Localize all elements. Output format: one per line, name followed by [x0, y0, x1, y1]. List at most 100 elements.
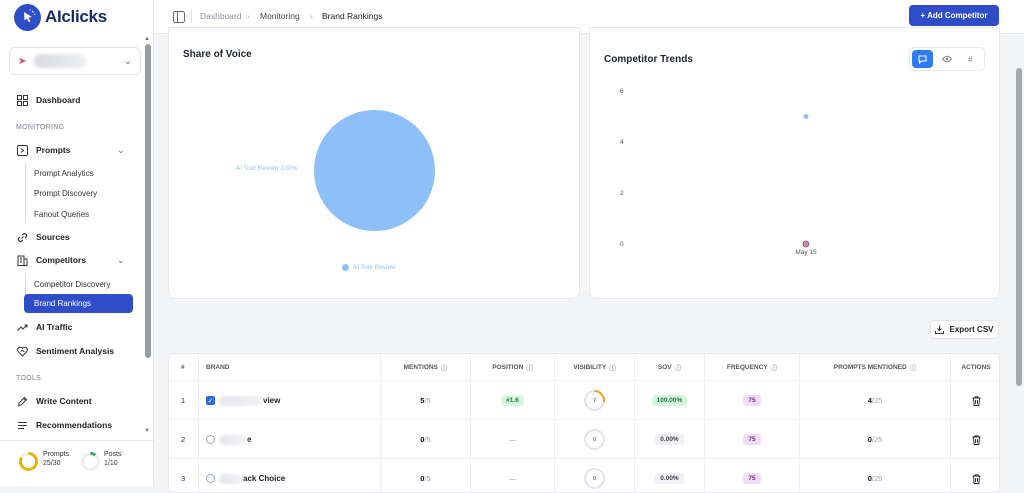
chat-icon[interactable] [912, 50, 933, 68]
brand-cell[interactable]: ack Choice [199, 459, 381, 492]
col-header-brand[interactable]: BRAND [199, 354, 381, 380]
data-point[interactable] [803, 114, 809, 119]
sidebar-scrollbar-thumb[interactable] [145, 44, 151, 358]
sidebar-item-ai-traffic[interactable]: AI Traffic [16, 318, 72, 336]
divider [191, 9, 192, 23]
prompts-mentioned-value: 0 [867, 474, 872, 483]
brand-name-redacted [219, 395, 263, 406]
col-header-label: POSITION [492, 363, 524, 371]
grid-icon [16, 94, 28, 106]
sidebar-item-prompts[interactable]: Prompts [16, 141, 70, 159]
scroll-up-icon[interactable]: ▲ [144, 36, 150, 42]
mentions-value: 0 [420, 474, 425, 483]
mentions-total: /5 [424, 435, 431, 444]
sidebar-item-prompt-discovery[interactable]: Prompt Discovery [34, 189, 98, 198]
view-toggle-group [909, 47, 985, 71]
brand-name: e [247, 435, 252, 444]
trash-icon[interactable] [972, 473, 981, 484]
chevron-down-icon[interactable]: ⌄ [117, 255, 125, 265]
mentions-value: 0 [420, 435, 425, 444]
checkbox-icon[interactable]: ✓ [206, 396, 215, 405]
breadcrumb-monitoring[interactable]: Monitoring [260, 11, 300, 21]
brand-cell[interactable]: e [199, 420, 381, 459]
favicon-icon [206, 435, 215, 444]
sidebar-item-label: Sentiment Analysis [36, 346, 115, 356]
scroll-down-icon[interactable]: ▼ [144, 428, 150, 434]
visibility-ring: 0 [584, 468, 605, 489]
eye-icon[interactable] [936, 50, 957, 68]
prompt-icon [16, 144, 28, 156]
sidebar-item-fanout-queries[interactable]: Fanout Queries [34, 210, 90, 219]
rocket-icon: ➤ [18, 55, 27, 67]
sidebar-toggle-icon[interactable] [173, 10, 185, 28]
visibility-ring: 0 [584, 429, 605, 450]
export-csv-button[interactable]: Export CSV [930, 320, 999, 339]
chevron-down-icon[interactable]: ⌄ [117, 145, 125, 155]
position-cell: — [471, 420, 555, 459]
sidebar-item-sentiment-analysis[interactable]: Sentiment Analysis [16, 342, 114, 360]
list-icon [16, 419, 28, 431]
hash-icon[interactable]: # [968, 54, 973, 64]
sidebar-item-competitor-discovery[interactable]: Competitor Discovery [34, 280, 111, 289]
sov-cell: 100.00% [635, 381, 705, 420]
share-of-voice-title: Share of Voice [183, 49, 252, 60]
col-header-actions: ACTIONS [961, 363, 991, 371]
info-icon: ⓘ [909, 365, 917, 372]
sidebar-item-dashboard[interactable]: Dashboard [16, 91, 80, 109]
col-header-rank: # [169, 354, 199, 380]
competitor-trends-card: Competitor Trends # 6 4 2 0 May 15 [589, 27, 1000, 299]
sidebar-item-prompt-analytics[interactable]: Prompt Analytics [34, 169, 94, 178]
col-header-label: SOV [657, 363, 672, 371]
logo[interactable]: AIclicks [14, 3, 107, 31]
prompts-usage: Prompts 25/30 [43, 450, 69, 468]
actions-cell [951, 420, 999, 459]
actions-cell [951, 459, 999, 492]
cursor-icon [14, 3, 41, 31]
sidebar-item-competitors[interactable]: Competitors [16, 251, 86, 269]
sidebar-item-label: Competitors [36, 255, 87, 265]
col-header-frequency[interactable]: FREQUENCY ⓘ [705, 354, 800, 380]
brand-name-redacted [219, 434, 247, 445]
export-csv-label: Export CSV [949, 325, 994, 334]
sidebar: AIclicks ➤ ⌄ Dashboard MONITORING Prompt… [0, 0, 154, 486]
col-header-sov[interactable]: SOV ⓘ [635, 354, 705, 380]
brand-cell[interactable]: ✓ view [199, 381, 381, 420]
trash-icon[interactable] [972, 395, 981, 406]
sidebar-item-label: Sources [36, 232, 70, 242]
y-tick-label: 4 [620, 139, 624, 146]
section-tools: TOOLS [16, 375, 42, 382]
frequency-cell: 75 [705, 459, 800, 492]
brand-name: view [263, 396, 281, 405]
visibility-cell: 0 [555, 420, 635, 459]
data-point[interactable] [802, 240, 810, 248]
info-icon: ⓘ [440, 365, 448, 372]
mentions-total: /5 [424, 474, 431, 483]
col-header-mentions[interactable]: MENTIONS ⓘ [381, 354, 471, 380]
table-row[interactable]: 2 e 0/5 — 0 0.00% 75 0/25 [169, 419, 999, 459]
trash-icon[interactable] [972, 434, 981, 445]
sidebar-item-brand-rankings[interactable]: Brand Rankings [24, 294, 133, 313]
workspace-selector[interactable]: ➤ ⌄ [9, 47, 141, 75]
sidebar-item-recommendations[interactable]: Recommendations [16, 416, 112, 434]
position-value: — [508, 474, 517, 483]
download-icon [935, 325, 945, 334]
legend-swatch [342, 264, 349, 271]
col-header-position[interactable]: POSITION ⓘ [471, 354, 555, 380]
add-competitor-button[interactable]: + Add Competitor [909, 5, 999, 26]
pie-slice[interactable] [314, 110, 435, 231]
page-scrollbar-thumb[interactable] [1016, 68, 1022, 386]
sidebar-item-sources[interactable]: Sources [16, 228, 70, 246]
breadcrumb-dashboard[interactable]: Dashboard [200, 11, 242, 21]
table-row[interactable]: 1 ✓ view 5/5 #1.6 7 100.00% 75 4/25 [169, 380, 999, 420]
pie-legend[interactable]: AI Tool Review [342, 264, 396, 271]
sov-badge: 0.00% [655, 473, 684, 484]
col-header-prompts-mentioned[interactable]: PROMPTS MENTIONED ⓘ [800, 354, 951, 380]
sidebar-item-label: Recommendations [36, 420, 113, 430]
col-header-visibility[interactable]: VISIBILITY ⓘ [555, 354, 635, 380]
sidebar-item-write-content[interactable]: Write Content [16, 392, 92, 410]
section-monitoring: MONITORING [16, 124, 65, 131]
mentions-cell: 5/5 [381, 381, 471, 420]
table-row[interactable]: 3 ack Choice 0/5 — 0 0.00% 75 0/25 [169, 458, 999, 492]
mentions-value: 5 [420, 396, 425, 405]
sidebar-item-label: AI Traffic [36, 322, 73, 332]
